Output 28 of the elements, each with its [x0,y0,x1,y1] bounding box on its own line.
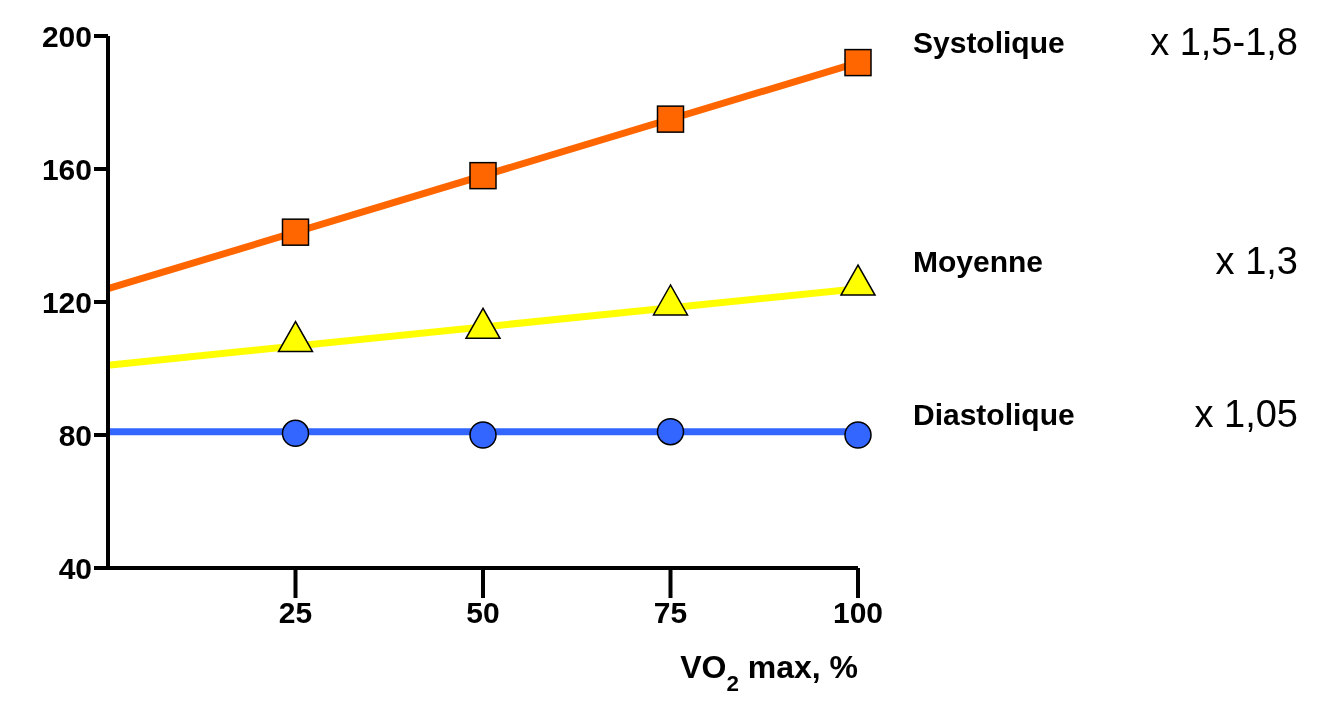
point [844,48,872,77]
series-label: Diastolique [913,397,1075,431]
text: x 1,5-1,8 [1150,20,1298,63]
point [277,320,314,353]
series-label: Moyenne [913,244,1044,278]
x-tick-label: 25 [278,596,313,630]
y-tick-label: 200 [41,19,92,53]
y-tick-label: 120 [41,285,92,319]
point [652,284,689,316]
y-tick-label: 80 [58,418,92,452]
y-tick-label: 160 [41,152,92,186]
text: x 1,3 [1215,240,1298,283]
y-tick-label: 40 [58,551,92,585]
x-tick-label: 100 [832,596,884,630]
x-tick-label: 50 [466,596,500,630]
point [469,421,497,449]
point [281,218,310,246]
point [844,421,872,449]
text: x 1,05 [1194,393,1298,436]
point [656,417,685,446]
point [840,264,876,296]
series-label: Systolique [913,25,1065,59]
point [281,419,310,448]
x-tick-label: 75 [653,596,688,630]
point [656,105,685,133]
point [469,161,497,190]
point [465,307,501,340]
x-axis-title: VO$_{2}$ max, % [680,649,858,696]
